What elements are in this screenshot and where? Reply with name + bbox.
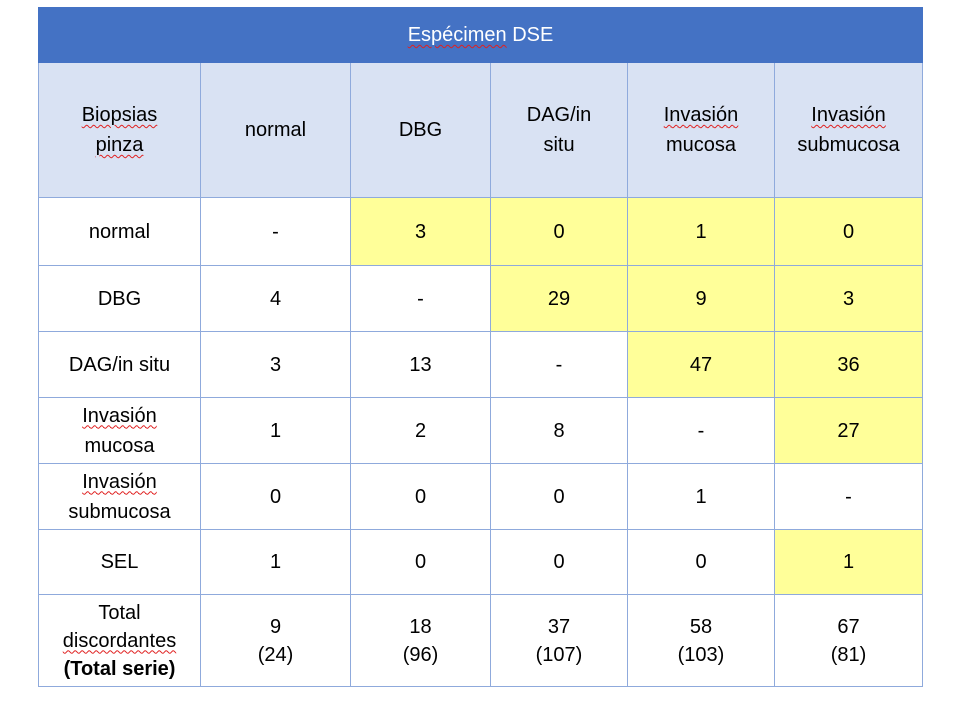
table-cell: 0 bbox=[200, 463, 351, 530]
total-label-line: Total bbox=[98, 601, 141, 624]
corner-header-line-1: Biopsias bbox=[81, 104, 158, 126]
col-header-line: DAG/in bbox=[526, 104, 592, 126]
total-row: Total discordantes (Total serie) 9 (24) 18 (96… bbox=[38, 594, 924, 687]
row-label-line: normal bbox=[88, 220, 151, 243]
table-cell: - bbox=[490, 331, 628, 398]
total-label-line: discordantes bbox=[62, 629, 177, 652]
table-cell: 3 bbox=[200, 331, 351, 398]
col-header-line: mucosa bbox=[665, 134, 737, 156]
col-header-dbg: DBG bbox=[350, 62, 491, 198]
row-label-line: Invasión bbox=[82, 470, 157, 493]
row-label: DBG bbox=[38, 265, 201, 332]
table-cell: 29 bbox=[490, 265, 628, 332]
row-label-line: DAG/in situ bbox=[68, 353, 171, 376]
table-cell: 0 bbox=[490, 463, 628, 530]
table-cell: 0 bbox=[490, 529, 628, 595]
total-value-line: 58 bbox=[689, 615, 713, 638]
row-label: SEL bbox=[38, 529, 201, 595]
col-header-invasion-mucosa: Invasión mucosa bbox=[627, 62, 775, 198]
table-cell: 4 bbox=[200, 265, 351, 332]
table-row: DAG/in situ 3 13-47 36 bbox=[38, 331, 924, 398]
table-cell: 0 bbox=[490, 197, 628, 266]
total-value-line: 9 bbox=[269, 615, 282, 638]
row-label: DAG/in situ bbox=[38, 331, 201, 398]
row-label: Invasión submucosa bbox=[38, 463, 201, 530]
total-label-line: (Total serie) bbox=[63, 657, 176, 680]
total-cell: 9 (24) bbox=[200, 594, 351, 687]
table-row: normal -3 0 1 0 bbox=[38, 197, 924, 266]
row-label-line: Invasión bbox=[82, 404, 157, 427]
col-header-normal: normal bbox=[200, 62, 351, 198]
total-cell: 58 (103) bbox=[627, 594, 775, 687]
title-word-especimen: Espécimen bbox=[407, 24, 507, 46]
table-row: SEL 1 0 0 0 1 bbox=[38, 529, 924, 595]
table-cell: - bbox=[627, 397, 775, 464]
discordance-table: Espécimen DSE Biopsias pinza normal DBG … bbox=[37, 7, 924, 687]
col-header-line: Invasión bbox=[811, 104, 886, 126]
total-value-line: (24) bbox=[257, 643, 294, 666]
table-cell: 0 bbox=[773, 197, 924, 266]
row-label-line: mucosa bbox=[84, 434, 155, 457]
table-cell: 3 bbox=[350, 197, 491, 266]
table-cell: 8 bbox=[490, 397, 628, 464]
row-label-line: submucosa bbox=[68, 500, 171, 523]
row-label: Invasión mucosa bbox=[38, 397, 201, 464]
table-cell: 9 bbox=[627, 265, 775, 332]
table-cell: - bbox=[200, 197, 351, 266]
row-label-line: DBG bbox=[97, 287, 142, 310]
table-row: DBG 4-29 9 3 bbox=[38, 265, 924, 332]
total-value-line: 37 bbox=[547, 615, 571, 638]
corner-header-line-2: pinza bbox=[95, 134, 144, 156]
total-value-line: (107) bbox=[535, 643, 583, 666]
table-row: Invasión submucosa 0 0 0 1- bbox=[38, 463, 924, 530]
total-row-label: Total discordantes (Total serie) bbox=[38, 594, 201, 687]
table-cell: 1 bbox=[627, 463, 775, 530]
table-cell: 0 bbox=[350, 529, 491, 595]
row-label-line: SEL bbox=[100, 551, 139, 573]
total-value-line: (96) bbox=[402, 643, 439, 666]
table-cell: 27 bbox=[773, 397, 924, 464]
row-label: normal bbox=[38, 197, 201, 266]
col-header-line: DBG bbox=[398, 119, 443, 141]
table-cell: 47 bbox=[627, 331, 775, 398]
total-cell: 67 (81) bbox=[773, 594, 924, 687]
table-cell: 1 bbox=[627, 197, 775, 266]
total-value-line: (103) bbox=[677, 643, 725, 666]
total-cell: 18 (96) bbox=[350, 594, 491, 687]
col-header-dag-in-situ: DAG/in situ bbox=[490, 62, 628, 198]
table-cell: 2 bbox=[350, 397, 491, 464]
col-header-line: Invasión bbox=[663, 104, 739, 126]
title-row: Espécimen DSE bbox=[37, 7, 924, 63]
total-cell: 37 (107) bbox=[490, 594, 628, 687]
col-header-line: normal bbox=[244, 119, 307, 141]
table-cell: - bbox=[350, 265, 491, 332]
table-cell: 0 bbox=[350, 463, 491, 530]
col-header-invasion-submucosa: Invasión submucosa bbox=[773, 62, 924, 198]
corner-header: Biopsias pinza bbox=[38, 62, 201, 198]
table-cell: 1 bbox=[200, 397, 351, 464]
total-value-line: 18 bbox=[409, 615, 432, 638]
table-cell: 1 bbox=[773, 529, 924, 595]
table-title: Espécimen DSE bbox=[37, 7, 924, 63]
table-cell: 36 bbox=[773, 331, 924, 398]
column-header-row: Biopsias pinza normal DBG DAG/in situ In… bbox=[38, 62, 924, 198]
col-header-line: submucosa bbox=[797, 134, 900, 156]
table-cell: - bbox=[773, 463, 924, 530]
total-value-line: 67 bbox=[837, 615, 860, 638]
total-value-line: (81) bbox=[830, 643, 867, 666]
table-cell: 13 bbox=[350, 331, 491, 398]
table-cell: 3 bbox=[773, 265, 924, 332]
table-cell: 0 bbox=[627, 529, 775, 595]
title-word-rest: DSE bbox=[506, 24, 554, 46]
table-cell: 1 bbox=[200, 529, 351, 595]
col-header-line: situ bbox=[543, 134, 575, 156]
table-row: Invasión mucosa 1 2 8-27 bbox=[38, 397, 924, 464]
